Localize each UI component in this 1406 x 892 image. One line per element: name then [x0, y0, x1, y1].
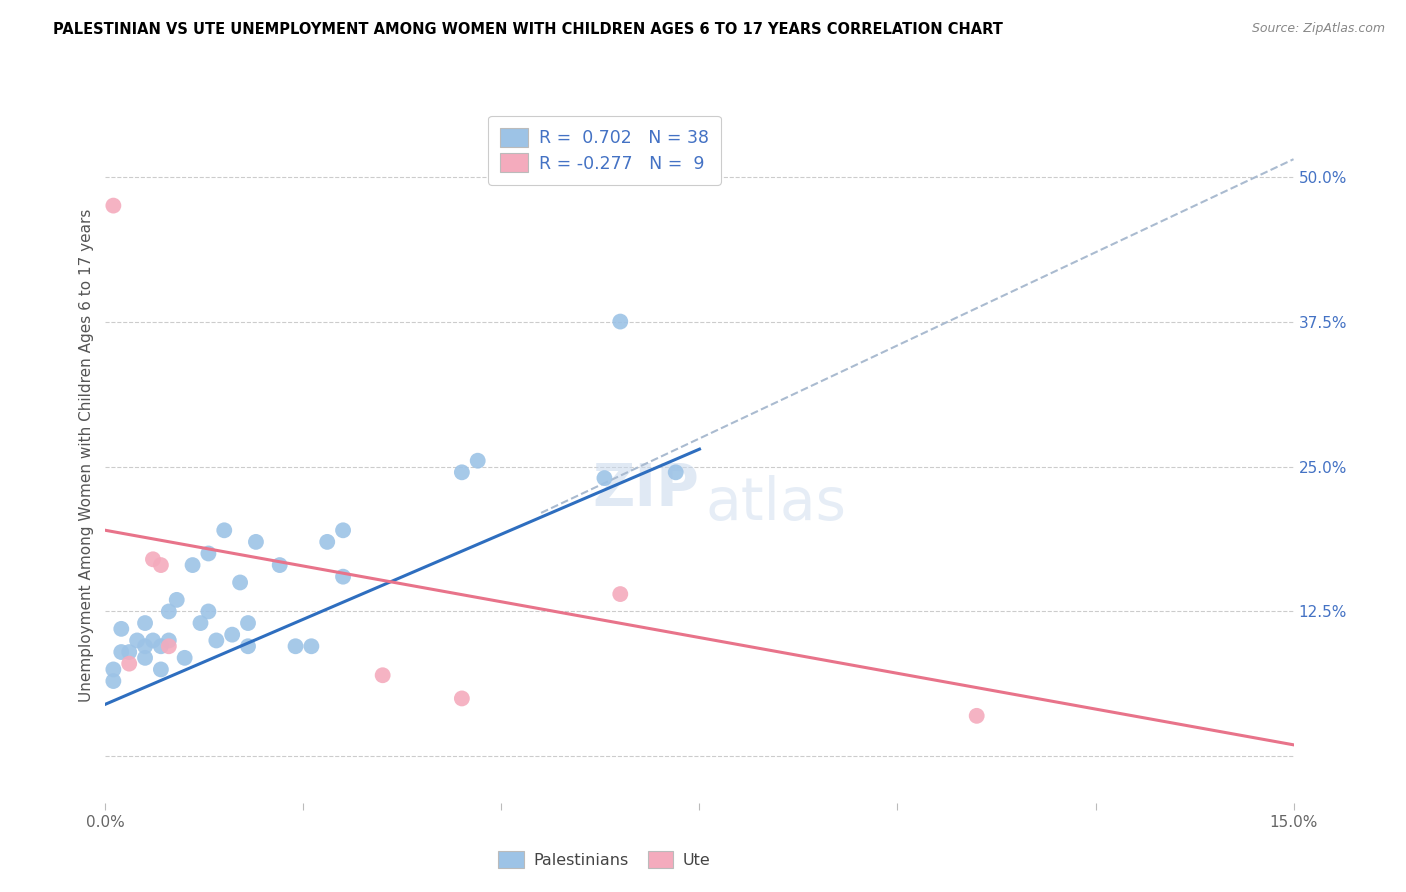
Point [966, 708, 988, 723]
Point [371, 668, 394, 682]
Point [332, 523, 354, 537]
Point [197, 546, 219, 561]
Point [214, 523, 236, 537]
Point [450, 691, 472, 706]
Point [110, 622, 132, 636]
Text: Source: ZipAtlas.com: Source: ZipAtlas.com [1251, 22, 1385, 36]
Point [236, 615, 259, 630]
Point [173, 651, 195, 665]
Point [134, 651, 156, 665]
Point [197, 605, 219, 619]
Y-axis label: Unemployment Among Women with Children Ages 6 to 17 years: Unemployment Among Women with Children A… [79, 208, 94, 702]
Point [157, 633, 180, 648]
Point [181, 558, 204, 573]
Point [609, 587, 631, 601]
Point [142, 633, 165, 648]
Point [284, 639, 307, 653]
Point [269, 558, 291, 573]
Point [593, 471, 616, 485]
Point [134, 639, 156, 653]
Point [103, 662, 125, 677]
Point [127, 633, 149, 648]
Point [245, 534, 267, 549]
Point [166, 592, 188, 607]
Point [299, 639, 322, 653]
Point [190, 615, 212, 630]
Point [236, 639, 259, 653]
Text: PALESTINIAN VS UTE UNEMPLOYMENT AMONG WOMEN WITH CHILDREN AGES 6 TO 17 YEARS COR: PALESTINIAN VS UTE UNEMPLOYMENT AMONG WO… [53, 22, 1004, 37]
Point [467, 453, 489, 467]
Point [142, 552, 165, 566]
Point [103, 674, 125, 689]
Text: ZIP: ZIP [592, 461, 700, 518]
Point [229, 575, 252, 590]
Point [149, 639, 172, 653]
Point [149, 662, 172, 677]
Legend: Palestinians, Ute: Palestinians, Ute [492, 845, 717, 875]
Point [134, 615, 156, 630]
Point [103, 199, 125, 213]
Point [157, 605, 180, 619]
Point [221, 628, 243, 642]
Point [450, 466, 472, 480]
Point [118, 645, 141, 659]
Point [110, 645, 132, 659]
Point [205, 633, 228, 648]
Point [332, 570, 354, 584]
Point [609, 315, 631, 329]
Point [118, 657, 141, 671]
Point [149, 558, 172, 573]
Text: atlas: atlas [706, 475, 846, 533]
Point [157, 639, 180, 653]
Point [316, 534, 339, 549]
Point [665, 466, 688, 480]
